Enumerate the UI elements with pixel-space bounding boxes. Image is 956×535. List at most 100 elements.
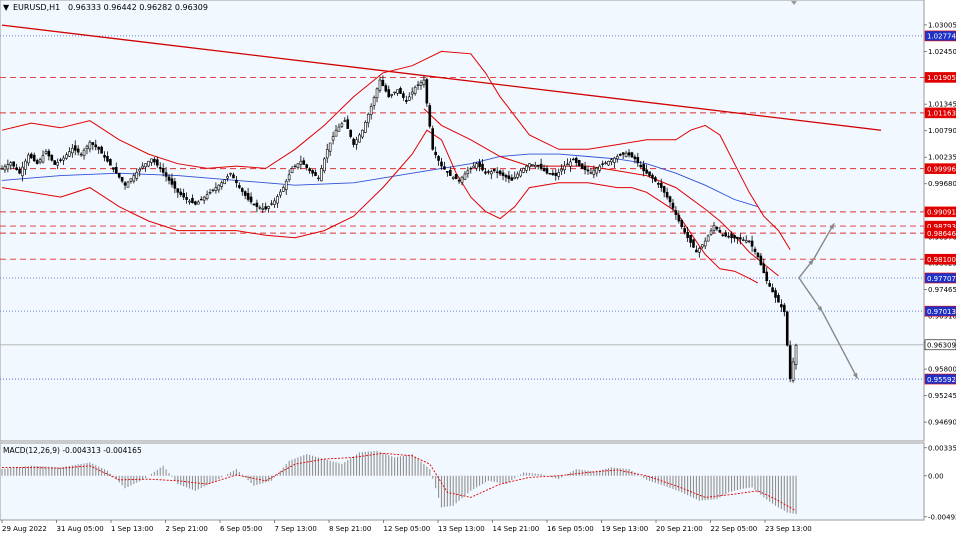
candle-body — [410, 91, 414, 95]
candle-body — [211, 189, 215, 192]
price-tick-label: 0.95245 — [928, 392, 956, 400]
candle-body — [270, 203, 273, 205]
candle-body — [768, 283, 771, 287]
price-panel[interactable] — [0, 0, 925, 442]
candle-body — [27, 154, 30, 164]
candle-body — [451, 176, 455, 179]
time-tick-label: 20 Sep 21:00 — [656, 525, 703, 533]
candle-body — [173, 181, 177, 189]
candle-body — [428, 105, 432, 127]
candle-body — [328, 142, 332, 152]
candle-body — [334, 129, 338, 137]
candle-body — [44, 151, 48, 154]
candle-body — [364, 121, 367, 133]
candle-body — [331, 136, 335, 141]
candle-body — [41, 155, 45, 163]
candle-body — [50, 154, 54, 161]
candle-body — [695, 249, 698, 253]
candle-body — [191, 197, 194, 203]
candle-body — [548, 173, 552, 175]
candle-body — [756, 252, 760, 258]
candle-body — [355, 139, 358, 145]
time-axis[interactable]: 29 Aug 2022 31 Aug 05:00 1 Sep 13:00 2 Sep … — [1, 520, 812, 533]
candle-body — [384, 85, 388, 92]
trendline-layer[interactable] — [1, 24, 882, 131]
candle-body — [252, 203, 256, 206]
candle-body — [114, 167, 118, 174]
candle-body — [785, 311, 789, 346]
header-arrow-icon[interactable]: ▼ — [3, 3, 10, 12]
forecast-arrow — [798, 277, 823, 313]
candle-body — [551, 172, 555, 176]
time-tick-label: 13 Sep 13:00 — [438, 525, 485, 533]
candle-body — [15, 167, 18, 171]
candle-body — [765, 271, 769, 282]
candle-body — [299, 160, 303, 165]
candle-body — [202, 196, 206, 201]
candle-body — [630, 152, 634, 158]
trend-line — [1, 24, 882, 131]
candle-body — [522, 168, 525, 173]
candle-body — [607, 160, 610, 166]
candle-body — [516, 173, 519, 178]
candle-body — [76, 148, 80, 153]
level-label-box — [924, 339, 956, 351]
candle-body — [103, 154, 106, 158]
candle-body — [791, 361, 795, 382]
candle-body — [583, 166, 587, 171]
candle-body — [62, 157, 65, 161]
candle-body — [683, 228, 686, 233]
candle-body — [346, 119, 350, 129]
candle-body — [185, 197, 188, 200]
scroll-marker-icon[interactable] — [791, 1, 797, 5]
candle-body — [199, 198, 203, 201]
candle-body — [0, 168, 4, 170]
candle-body — [79, 153, 83, 156]
candle-body — [416, 84, 420, 86]
candle-body — [615, 156, 619, 160]
candle-body — [618, 154, 622, 156]
forecast-arrow — [821, 311, 859, 379]
price-tick-label: 1.00235 — [928, 154, 956, 162]
chart-header: ▼ EURUSD,H1 0.96333 0.96442 0.96282 0.96… — [3, 3, 208, 12]
candle-body — [258, 207, 262, 209]
candle-body — [276, 196, 279, 204]
candle-body — [94, 144, 98, 148]
candle-body — [65, 154, 68, 159]
candle-body — [794, 344, 798, 366]
candle-body — [718, 230, 722, 233]
level-label-box — [924, 373, 956, 385]
candle-body — [780, 304, 783, 308]
candle-body — [733, 235, 736, 239]
price-tick-label: 1.00790 — [928, 127, 956, 135]
candle-body — [3, 166, 7, 171]
candle-body — [762, 263, 766, 274]
candle-body — [68, 151, 71, 157]
candle-body — [703, 240, 707, 247]
candle-body — [777, 294, 780, 303]
bollinger-upper-line — [1, 50, 791, 250]
level-label-box — [924, 30, 956, 42]
candle-body — [290, 168, 294, 174]
candle-body — [287, 174, 291, 181]
candle-body — [273, 200, 276, 205]
level-label-value: 1.02774 — [927, 33, 956, 41]
candle-body — [654, 177, 657, 182]
macd-indicator: MACD(12,26,9) -0.004313 -0.004165 — [1, 446, 797, 515]
time-tick-label: 16 Sep 05:00 — [547, 525, 594, 533]
forecast-arrowhead-icon — [829, 223, 835, 230]
candle-body — [150, 158, 153, 163]
candle-body — [293, 165, 297, 168]
candle-body — [648, 171, 651, 176]
candle-body — [12, 161, 16, 167]
candle-body — [197, 201, 200, 205]
candle-body — [498, 170, 502, 175]
candle-body — [662, 186, 666, 193]
candle-body — [542, 168, 546, 172]
candle-body — [686, 232, 689, 239]
candle-body — [240, 188, 244, 192]
bollinger-middle-line — [423, 108, 779, 277]
candle-body — [18, 169, 21, 174]
candle-body — [6, 164, 10, 170]
